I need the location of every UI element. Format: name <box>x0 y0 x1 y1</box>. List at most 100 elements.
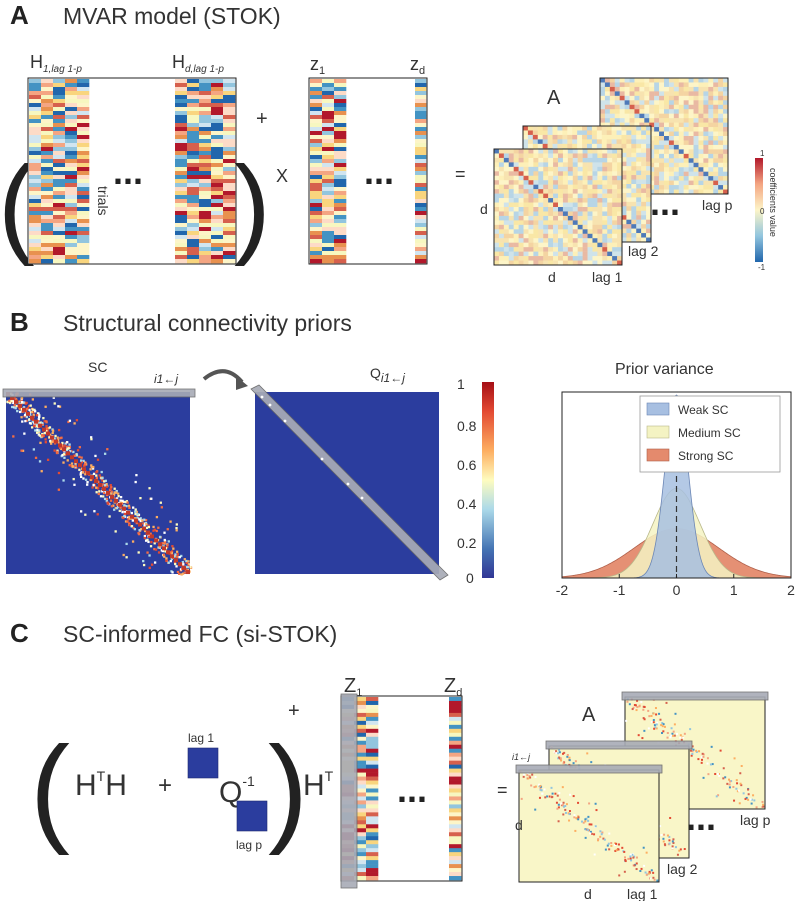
sc-value <box>92 472 96 476</box>
matrix-cell <box>659 78 665 83</box>
matrix-cell <box>548 198 554 203</box>
matrix-cell <box>587 193 593 199</box>
sc-value <box>117 492 120 495</box>
matrix-cell <box>683 113 689 119</box>
matrix-cell <box>567 215 573 221</box>
sc-value <box>165 557 168 560</box>
stripe-cell <box>334 239 347 244</box>
matrix-cell <box>698 185 704 190</box>
matrix-cell <box>673 185 679 190</box>
stripe-cell <box>334 119 347 124</box>
matrix-cell <box>621 210 627 216</box>
matrix-cell <box>558 260 564 266</box>
sc-value <box>34 425 38 428</box>
matrix-cell <box>523 180 529 185</box>
stripe-cell <box>199 79 212 84</box>
stripe-cell <box>223 255 236 260</box>
sc-value <box>90 465 93 469</box>
matrix-cell <box>606 130 612 136</box>
sc-value <box>173 555 176 558</box>
matrix-cell <box>631 184 637 189</box>
matrix-cell <box>718 167 724 172</box>
matrix-cell <box>617 202 623 208</box>
stripe-cell <box>29 227 42 232</box>
matrix-cell <box>503 211 509 217</box>
matrix-cell <box>582 202 588 208</box>
matrix-cell <box>673 104 679 110</box>
matrix-cell <box>557 143 563 149</box>
si-value <box>655 713 658 716</box>
matrix-cell <box>538 207 544 212</box>
matrix-cell <box>641 184 647 189</box>
matrix-cell <box>646 201 652 207</box>
stripe-cell <box>211 123 224 128</box>
matrix-cell <box>683 136 689 141</box>
matrix-cell <box>533 220 539 226</box>
matrix-cell <box>683 91 689 97</box>
matrix-cell <box>591 130 598 136</box>
matrix-cell <box>607 238 613 243</box>
matrix-cell <box>562 134 568 140</box>
matrix-cell <box>503 166 509 172</box>
si-value <box>573 814 576 817</box>
stripe-cell <box>187 131 200 136</box>
si-value <box>660 834 663 837</box>
stripe-cell <box>223 111 236 116</box>
matrix-cell <box>649 122 655 128</box>
matrix-cell <box>718 86 724 92</box>
stripe-cell <box>322 107 335 112</box>
sc-value <box>102 491 106 495</box>
stripe-cell <box>53 207 66 212</box>
stripe-cell <box>187 163 200 168</box>
matrix-cell <box>543 211 549 217</box>
matrix-cell <box>503 242 509 248</box>
si-value <box>644 871 647 874</box>
stripe-cell <box>322 91 335 96</box>
sc-value <box>35 423 38 427</box>
matrix-cell <box>646 179 652 185</box>
si-value <box>738 802 741 805</box>
lag-p-label-c: lag p <box>740 812 771 828</box>
si-value <box>640 867 643 870</box>
sc-value <box>115 489 118 493</box>
stripe-cell <box>449 804 462 809</box>
matrix-cell <box>567 233 573 239</box>
stripe-cell <box>77 183 90 188</box>
matrix-cell <box>498 238 505 243</box>
matrix-cell <box>693 176 699 181</box>
stripe-cell <box>223 219 236 224</box>
ellipsis-lags-a: ... <box>650 182 680 223</box>
matrix-cell <box>494 233 500 239</box>
stripe-cell <box>77 223 90 228</box>
matrix-cell <box>668 131 675 137</box>
stripe-cell <box>415 115 427 120</box>
sc-value <box>97 487 100 490</box>
matrix-cell <box>523 184 529 190</box>
stripe-cell <box>310 91 323 96</box>
sc-value <box>147 540 150 544</box>
stripe-cell <box>223 135 236 140</box>
stripe-cell <box>53 203 66 208</box>
matrix-cell <box>718 149 724 155</box>
sc-value <box>103 480 106 483</box>
colorbar-a-label: coefficients value <box>768 168 778 237</box>
matrix-cell <box>518 162 524 168</box>
matrix-cell <box>533 189 539 194</box>
matrix-cell <box>523 171 529 176</box>
stripe-cell <box>41 167 54 172</box>
matrix-cell <box>523 202 529 208</box>
sc-value <box>84 513 87 516</box>
matrix-cell <box>641 237 647 243</box>
si-value <box>674 846 677 849</box>
stripe-cell <box>41 135 54 140</box>
matrix-cell <box>582 256 588 261</box>
matrix-cell <box>498 229 505 234</box>
matrix-cell <box>557 134 563 140</box>
sc-value <box>137 551 140 554</box>
matrix-cell <box>523 153 529 159</box>
matrix-cell <box>552 134 558 140</box>
stripe-cell <box>77 159 90 164</box>
stripe-cell <box>187 207 200 212</box>
matrix-cell <box>673 122 679 128</box>
matrix-cell <box>621 143 627 149</box>
